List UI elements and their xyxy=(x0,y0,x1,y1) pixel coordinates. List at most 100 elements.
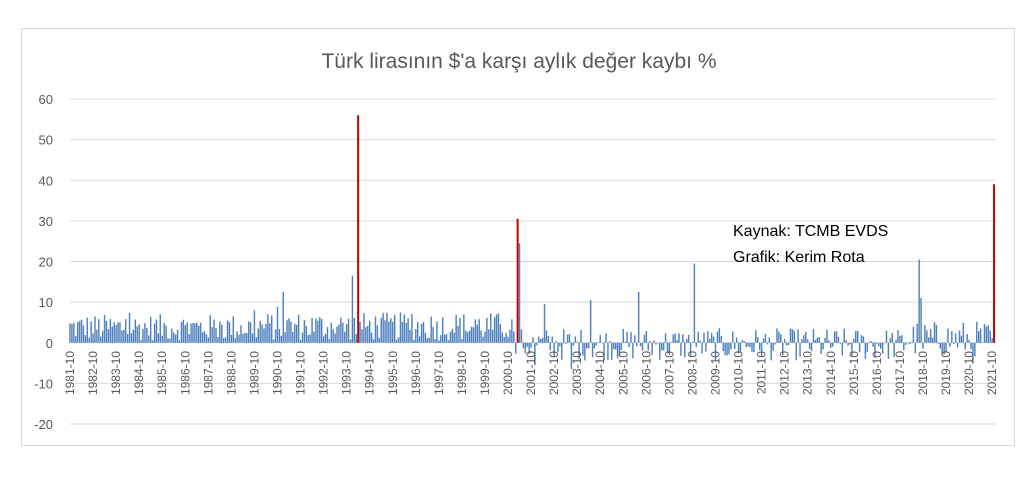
bar xyxy=(280,335,283,343)
bar xyxy=(960,335,963,343)
bar xyxy=(611,342,613,360)
bar xyxy=(739,342,742,352)
bar xyxy=(490,313,492,343)
bar xyxy=(661,342,663,351)
bar xyxy=(355,334,357,343)
bar xyxy=(578,342,580,360)
bar xyxy=(178,340,181,343)
bar xyxy=(203,331,206,343)
bar xyxy=(146,327,148,343)
bar xyxy=(403,314,405,343)
bar xyxy=(269,323,271,343)
x-tick-label: 2012-10 xyxy=(778,351,792,395)
bar xyxy=(820,342,822,354)
bar xyxy=(951,331,953,343)
bar xyxy=(539,338,542,343)
bar xyxy=(941,342,943,355)
bar xyxy=(895,339,897,343)
highlight-bar xyxy=(993,184,996,343)
bar xyxy=(572,342,575,346)
bar xyxy=(726,342,728,356)
bar xyxy=(897,330,899,343)
bar xyxy=(123,329,125,343)
bar xyxy=(657,342,659,344)
bar xyxy=(737,342,740,354)
bar xyxy=(885,330,888,343)
credit-annotation: Grafik: Kerim Rota xyxy=(733,249,865,266)
bar xyxy=(920,298,922,343)
bar xyxy=(833,331,836,343)
bar xyxy=(536,342,538,346)
bar xyxy=(599,334,601,343)
bar xyxy=(972,342,974,364)
bar xyxy=(436,321,438,343)
bar xyxy=(228,322,231,343)
bar xyxy=(605,333,607,343)
bar xyxy=(182,319,185,343)
bar xyxy=(174,334,177,343)
bar xyxy=(889,338,892,343)
bar xyxy=(970,342,972,350)
bar xyxy=(841,342,844,356)
bar xyxy=(349,339,352,343)
bar xyxy=(334,333,336,343)
bar xyxy=(962,322,965,343)
bar xyxy=(926,330,928,343)
bar xyxy=(914,342,917,354)
bar xyxy=(351,275,354,343)
bar xyxy=(880,342,882,349)
bar xyxy=(584,342,586,361)
x-tick-label: 2010-10 xyxy=(732,351,746,395)
bar xyxy=(347,318,350,343)
x-tick-label: 2018-10 xyxy=(916,351,930,395)
bar xyxy=(587,342,590,349)
bar xyxy=(816,337,819,343)
bar xyxy=(418,336,421,343)
bar xyxy=(459,317,461,343)
bar xyxy=(828,340,830,343)
bar xyxy=(676,340,678,343)
bar xyxy=(822,342,824,350)
bar xyxy=(674,333,676,343)
bar xyxy=(405,322,407,343)
bar xyxy=(163,322,165,343)
bar xyxy=(680,342,682,356)
bar xyxy=(760,342,763,357)
bar xyxy=(493,317,496,343)
bar xyxy=(488,329,490,343)
bar xyxy=(282,291,284,343)
bar xyxy=(791,329,794,343)
x-tick-label: 2011-10 xyxy=(755,351,769,394)
x-tick-label: 2004-10 xyxy=(593,351,607,395)
bar xyxy=(818,337,820,343)
bar xyxy=(593,342,596,349)
bar xyxy=(188,334,190,343)
y-tick-label: 40 xyxy=(39,173,53,188)
bar xyxy=(812,329,815,343)
bar xyxy=(413,339,415,343)
bar xyxy=(75,336,77,343)
bar xyxy=(336,326,338,343)
bar xyxy=(440,335,442,343)
x-tick-label: 1983-10 xyxy=(109,351,123,395)
bar xyxy=(113,322,115,343)
bar xyxy=(808,342,811,350)
bar xyxy=(534,342,536,366)
bar xyxy=(745,342,747,348)
bar xyxy=(171,328,173,343)
bar xyxy=(755,330,757,343)
bar xyxy=(778,331,780,343)
bar xyxy=(363,313,365,343)
bar xyxy=(701,342,703,354)
bar xyxy=(513,331,515,343)
bar xyxy=(637,291,640,343)
bar xyxy=(741,340,744,343)
x-tick-label: 2017-10 xyxy=(893,351,907,395)
bar xyxy=(211,327,213,343)
bar xyxy=(409,329,411,343)
bar xyxy=(317,320,319,343)
highlight-bar xyxy=(357,115,360,343)
bar xyxy=(198,325,200,343)
bar xyxy=(278,328,281,343)
bar xyxy=(561,342,563,360)
